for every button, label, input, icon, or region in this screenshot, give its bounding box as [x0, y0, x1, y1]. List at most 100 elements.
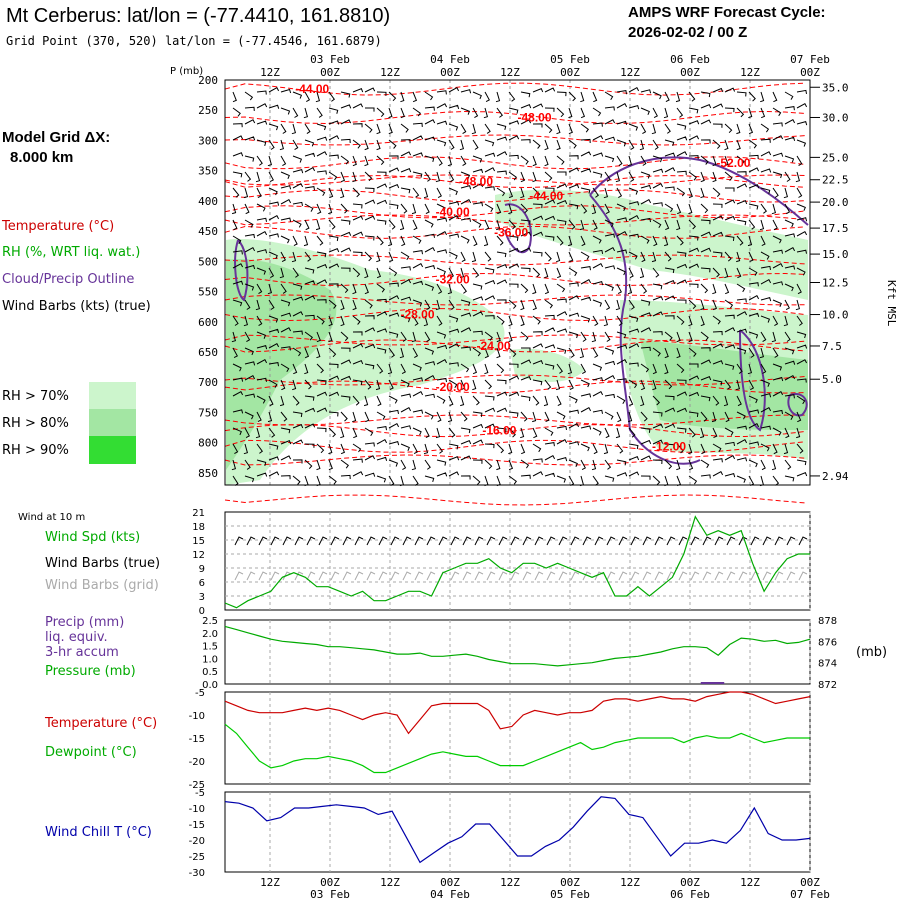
- pressure-tick-r-0: 872: [818, 680, 837, 691]
- station-title: Mt Cerberus: lat/lon = (-77.4410, 161.88…: [6, 5, 390, 27]
- rh-region-5: [510, 348, 585, 382]
- kft-tick-0: 35.0: [822, 81, 849, 94]
- isotherm-line-extra-8: [224, 454, 806, 466]
- top-date-0: 03 Feb: [310, 53, 350, 66]
- precip-tick-4: 2.0: [202, 629, 218, 640]
- wind-tick-3: 9: [199, 564, 205, 575]
- pressure-line: [224, 625, 811, 667]
- isotherm-line-extra-7: [224, 414, 806, 426]
- isotherm-line-extra-4: [224, 294, 806, 306]
- legend-cloud: Cloud/Precip Outline: [2, 272, 134, 287]
- top-hour-3: 00Z: [440, 66, 460, 79]
- isotherm-line-0: [224, 82, 806, 96]
- top-hour-1: 00Z: [320, 66, 340, 79]
- precip-label-3: 3-hr accum: [45, 645, 119, 660]
- chill-tick-1: -10: [189, 804, 205, 815]
- isotherm-label-2: -52.00: [716, 156, 750, 170]
- barbs-true-label: Wind Barbs (true): [45, 556, 160, 571]
- isotherm-label-9: -24.00: [477, 339, 511, 353]
- isotherm-label-3: -48.00: [459, 175, 493, 189]
- isotherm-label-1: -48.00: [518, 110, 552, 124]
- wind-tick-7: 21: [192, 508, 205, 519]
- rh-region-2: [495, 189, 808, 300]
- top-date-1: 04 Feb: [430, 53, 470, 66]
- temp-tick-2: -15: [189, 734, 205, 745]
- isotherm-label-12: -12.00: [652, 439, 686, 453]
- isotherm-line-extra-2: [224, 214, 806, 226]
- bottom-date-3: 06 Feb: [670, 888, 710, 900]
- kft-tick-6: 15.0: [822, 248, 849, 261]
- temp-tick-1: -10: [189, 711, 205, 722]
- top-date-3: 06 Feb: [670, 53, 710, 66]
- isotherm-label-7: -32.00: [436, 272, 470, 286]
- bottom-hour-3: 00Z: [440, 876, 460, 889]
- kft-msl-label: Kft MSL: [885, 280, 898, 327]
- top-hour-8: 12Z: [740, 66, 760, 79]
- isotherm-line-1: [224, 110, 806, 124]
- model-grid-label: Model Grid ΔX:: [2, 129, 110, 146]
- legend-wind-barbs: Wind Barbs (kts) (true): [2, 299, 151, 314]
- pressure-tick-7: 550: [198, 286, 218, 299]
- isotherm-label-0: -44.00: [295, 82, 329, 96]
- isotherm-line-extra-0: [224, 134, 806, 146]
- top-hour-0: 12Z: [260, 66, 280, 79]
- bottom-hour-5: 00Z: [560, 876, 580, 889]
- precip-bar-43: [712, 682, 725, 684]
- kft-tick-3: 22.5: [822, 174, 849, 187]
- pressure-tick-11: 750: [198, 406, 218, 419]
- temperature-line: [224, 691, 811, 735]
- kft-tick-8: 10.0: [822, 309, 849, 322]
- cloud-outline-small: [504, 203, 532, 254]
- kft-tick-10: 5.0: [822, 373, 842, 386]
- pressure-tick-2: 300: [198, 134, 218, 147]
- wind-tick-6: 18: [192, 522, 205, 533]
- kft-tick-4: 20.0: [822, 196, 849, 209]
- cloud-outline-left: [234, 239, 249, 302]
- chill-tick-4: -25: [189, 852, 205, 863]
- model-grid-value: 8.000 km: [10, 149, 73, 166]
- isotherm-line-3: [224, 175, 806, 189]
- rh90-label: RH > 90%: [2, 443, 69, 458]
- plot-layer: -44.00-48.00-52.00-48.00-44.00-40.00-36.…: [170, 53, 849, 900]
- wind-barbs-grid: [234, 571, 808, 581]
- isotherm-line-2: [224, 156, 806, 170]
- kft-tick-11: 2.94: [822, 470, 849, 483]
- pressure-tick-13: 850: [198, 467, 218, 480]
- pressure-tick-10: 700: [198, 376, 218, 389]
- wind10-label: Wind at 10 m: [18, 512, 85, 523]
- wind-barbs-true: [234, 536, 808, 546]
- top-hour-6: 12Z: [620, 66, 640, 79]
- grid-point-subtitle: Grid Point (370, 520) lat/lon = (-77.454…: [6, 34, 382, 48]
- wind-speed-line: [224, 515, 810, 609]
- temp-label: Temperature (°C): [44, 716, 157, 731]
- top-hour-4: 12Z: [500, 66, 520, 79]
- isotherm-line-11: [224, 424, 806, 438]
- isotherm-line-extra-6: [224, 374, 806, 386]
- temp-tick-3: -20: [189, 757, 205, 768]
- wind-chill-line: [224, 796, 811, 864]
- precip-tick-0: 0.0: [202, 680, 218, 691]
- isotherm-label-4: -44.00: [529, 189, 563, 203]
- rh80-label: RH > 80%: [2, 416, 69, 431]
- chill-tick-2: -15: [189, 820, 205, 831]
- pressure-unit-label: (mb): [856, 645, 887, 660]
- pressure-tick-9: 650: [198, 346, 218, 359]
- pressure-label: Pressure (mb): [45, 664, 136, 679]
- top-date-2: 05 Feb: [550, 53, 590, 66]
- rh70-swatch: [89, 382, 136, 409]
- isotherm-line-extra-5: [224, 334, 806, 346]
- barbs-grid-label: Wind Barbs (grid): [45, 578, 159, 593]
- chill-tick-5: -30: [189, 868, 205, 879]
- isotherm-label-6: -36.00: [494, 225, 528, 239]
- pressure-tick-r-1: 874: [818, 659, 837, 670]
- legend-temperature: Temperature (°C): [1, 219, 114, 234]
- bottom-hour-0: 12Z: [260, 876, 280, 889]
- top-date-4: 07 Feb: [790, 53, 830, 66]
- pressure-tick-r-3: 878: [818, 616, 837, 627]
- isotherm-line-12: [224, 439, 806, 453]
- kft-tick-1: 30.0: [822, 111, 849, 124]
- rh-region-4: [640, 340, 808, 430]
- wind-tick-2: 6: [199, 578, 205, 589]
- panel-frame-chill: [224, 791, 811, 873]
